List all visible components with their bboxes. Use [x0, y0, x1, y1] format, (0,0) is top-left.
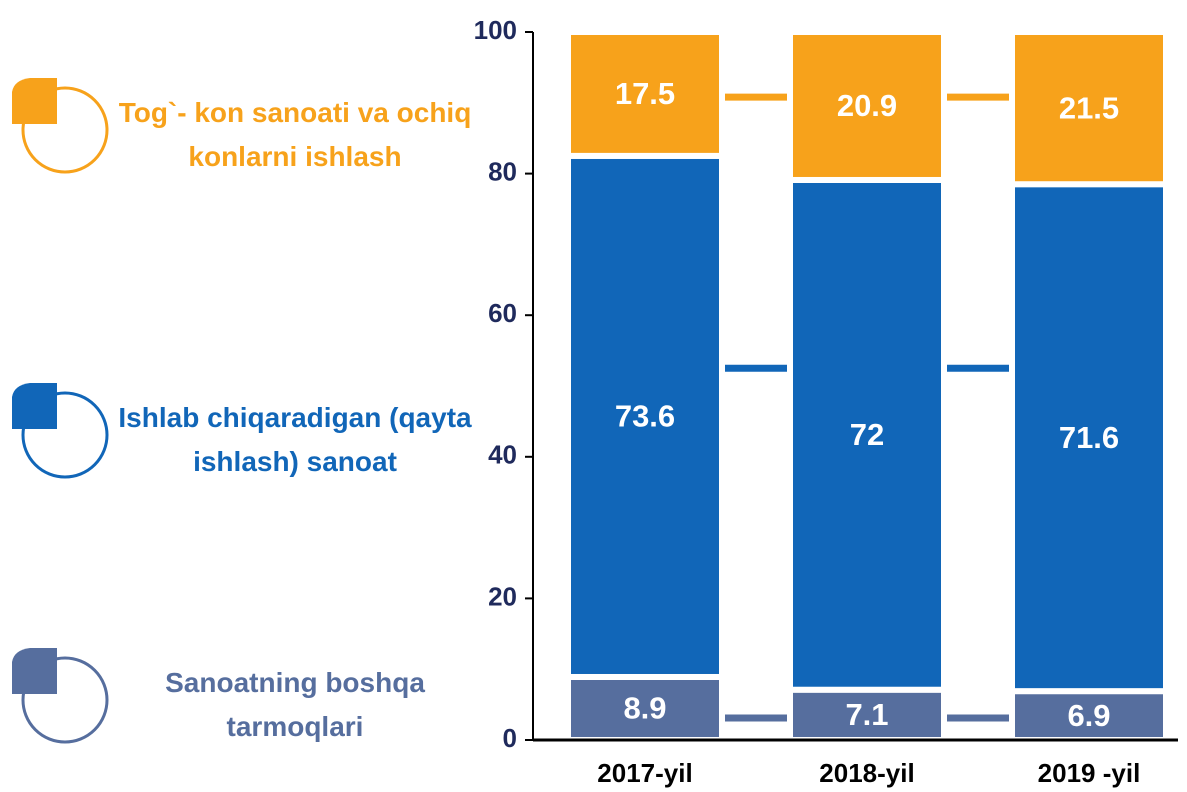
x-tick-label: 2019 -yil: [1038, 758, 1141, 788]
bar-segment: [787, 29, 947, 183]
value-label: 20.9: [837, 88, 897, 123]
legend-icon-fill: [12, 78, 57, 124]
value-label: 6.9: [1067, 698, 1110, 733]
bar-segment: [787, 176, 947, 693]
value-label: 21.5: [1059, 90, 1119, 125]
y-tick-label: 40: [488, 440, 517, 470]
legend-icon-ring: [21, 86, 109, 174]
legend-label: Ishlab chiqaradigan (qayta ishlash) sano…: [118, 402, 472, 477]
bar-segment: [565, 29, 725, 159]
bar-segment: [1009, 181, 1169, 695]
x-tick-label: 2018-yil: [819, 758, 914, 788]
y-tick-label: 100: [474, 15, 517, 45]
value-label: 7.1: [845, 697, 888, 732]
y-tick-label: 20: [488, 581, 517, 611]
value-label: 71.6: [1059, 420, 1119, 455]
legend-label: Sanoatning boshqa tarmoqlari: [165, 667, 425, 742]
value-label: 73.6: [615, 399, 675, 434]
y-tick-label: 80: [488, 156, 517, 186]
value-label: 8.9: [623, 691, 666, 726]
y-tick-label: 60: [488, 298, 517, 328]
y-tick-label: 0: [503, 723, 517, 753]
bar-segment: [1009, 29, 1169, 188]
legend-label: Tog`- kon sanoati va ochiq konlarni ishl…: [118, 97, 472, 172]
legend-icon-fill: [12, 648, 57, 694]
value-label: 72: [850, 417, 884, 452]
legend-icon-fill: [12, 383, 57, 429]
bar-segment: [787, 686, 947, 743]
legend-icon-ring: [21, 391, 109, 479]
legend-icon-ring: [21, 656, 109, 744]
value-label: 17.5: [615, 76, 675, 111]
x-tick-label: 2017-yil: [597, 758, 692, 788]
